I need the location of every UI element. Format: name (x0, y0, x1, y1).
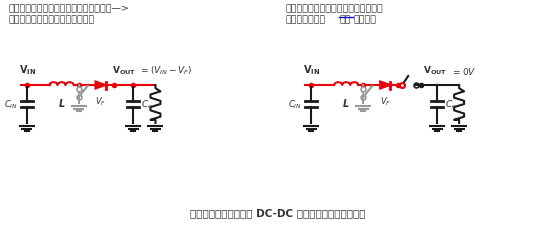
Text: $\mathbf{V_{OUT}}$: $\mathbf{V_{OUT}}$ (423, 64, 447, 77)
Text: $\mathbf{V_{OUT}}$: $\mathbf{V_{OUT}}$ (111, 64, 135, 77)
Text: 需要: 需要 (339, 15, 351, 24)
Text: $C_o$: $C_o$ (445, 98, 457, 111)
Text: $= 0V$: $= 0V$ (451, 66, 476, 77)
Polygon shape (380, 82, 390, 89)
Text: $V_F$: $V_F$ (379, 94, 391, 107)
Text: $V_F$: $V_F$ (95, 94, 106, 107)
Text: $C_o$: $C_o$ (141, 98, 153, 111)
Text: $= (V_{IN}-V_F)$: $= (V_{IN}-V_F)$ (140, 64, 193, 77)
Text: 整流二极管的路径中也会产生电压: 整流二极管的路径中也会产生电压 (9, 15, 95, 24)
Text: L: L (58, 99, 65, 108)
Text: $\mathbf{V_{IN}}$: $\mathbf{V_{IN}}$ (303, 63, 320, 77)
Text: 添加开关: 添加开关 (353, 15, 376, 24)
Text: L: L (343, 99, 350, 108)
Text: 二极管整流方式升压型 DC-DC 转换器停止工作时的输出: 二极管整流方式升压型 DC-DC 转换器停止工作时的输出 (189, 207, 365, 217)
Text: 即使开关停止工作，输出端在经由电感器—>: 即使开关停止工作，输出端在经由电感器—> (9, 4, 130, 13)
Text: $C_{IN}$: $C_{IN}$ (289, 98, 302, 111)
Text: $\mathbf{V_{IN}}$: $\mathbf{V_{IN}}$ (19, 63, 36, 77)
Text: 要消除负载电路中的漏电流等导致的电: 要消除负载电路中的漏电流等导致的电 (285, 4, 383, 13)
Polygon shape (95, 82, 105, 89)
Text: $C_{IN}$: $C_{IN}$ (4, 98, 18, 111)
Text: 流消耗，输出端: 流消耗，输出端 (285, 15, 326, 24)
